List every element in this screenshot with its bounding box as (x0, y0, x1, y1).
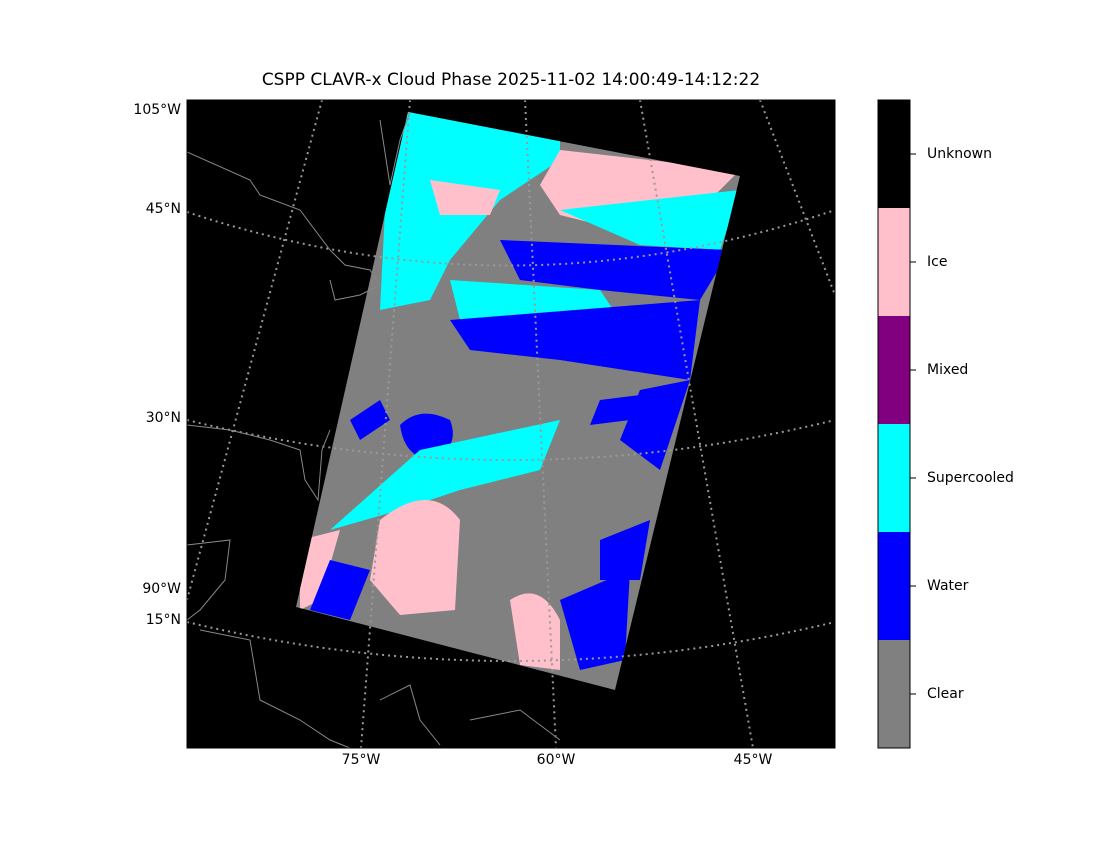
map-label: 45°W (734, 752, 773, 768)
map-label: 45°N (146, 201, 181, 217)
cloud-region (350, 400, 390, 440)
colorbar: Unknown Ice Mixed Supercooled Water Clear (877, 99, 1014, 749)
map-label: 90°W (142, 581, 181, 597)
colorbar-segment (878, 640, 910, 748)
coastline (187, 151, 381, 301)
map-label: 30°N (146, 410, 181, 426)
colorbar-segment (878, 532, 910, 640)
colorbar-segment (878, 208, 910, 316)
cloud-region (450, 300, 700, 380)
colorbar-segment (878, 100, 910, 208)
cloud-region (560, 190, 740, 250)
map-frame (186, 99, 836, 749)
colorbar-frame (877, 99, 911, 749)
cloud-region (310, 560, 370, 620)
map-label: 60°W (537, 752, 576, 768)
cloud-region (370, 500, 460, 615)
cloud-region (590, 395, 640, 425)
colorbar-segment (878, 316, 910, 424)
chart-title: CSPP CLAVR-x Cloud Phase 2025-11-02 14:0… (262, 70, 760, 90)
colorbar-label: Clear (927, 686, 964, 702)
coastline (187, 424, 331, 502)
parallel (187, 209, 835, 267)
colorbar-label: Water (927, 578, 969, 594)
meridian (360, 100, 411, 748)
meridian (187, 100, 323, 601)
graticule (187, 100, 835, 748)
coastline (379, 111, 411, 186)
colorbar-label: Ice (927, 254, 947, 270)
colorbar-label: Unknown (927, 146, 992, 162)
cloud-region (330, 420, 560, 530)
cloud-region (600, 520, 650, 580)
colorbar-label: Supercooled (927, 470, 1014, 486)
cloud-region (510, 593, 560, 670)
map-label: 75°W (342, 752, 381, 768)
map-label: 105°W (133, 102, 181, 118)
map-label: 15°N (146, 612, 181, 628)
meridian (524, 100, 557, 748)
cloud-region (300, 530, 340, 610)
cloud-region (620, 380, 690, 470)
meridian (759, 100, 835, 296)
cloud-region (430, 180, 500, 215)
cloud-region (560, 570, 630, 670)
colorbar-segment (878, 424, 910, 532)
coastline (187, 539, 351, 748)
meridian (639, 100, 754, 748)
coastline (379, 684, 561, 746)
colorbar-label: Mixed (927, 362, 968, 378)
coastlines (187, 111, 561, 748)
